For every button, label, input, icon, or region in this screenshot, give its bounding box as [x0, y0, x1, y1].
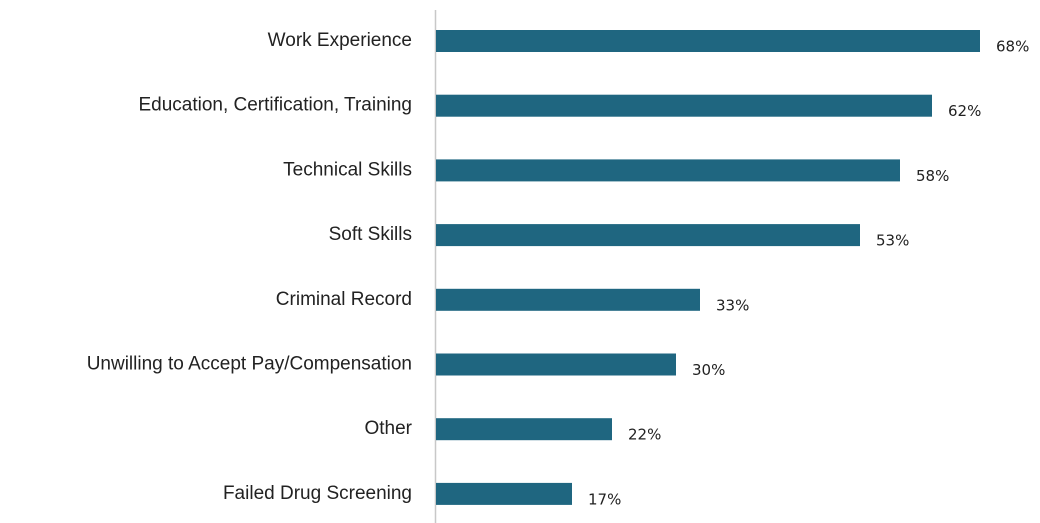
value-label: 62% [948, 102, 981, 120]
bar [436, 418, 612, 441]
category-label: Failed Drug Screening [223, 483, 412, 504]
category-label: Criminal Record [276, 289, 412, 310]
value-label: 30% [692, 361, 725, 379]
value-label: 33% [716, 296, 749, 314]
category-label: Technical Skills [283, 159, 412, 180]
bar [436, 482, 572, 505]
bar [436, 159, 900, 182]
category-label: Education, Certification, Training [138, 95, 412, 116]
bar [436, 224, 860, 247]
value-label: 22% [628, 426, 661, 444]
category-label: Other [364, 418, 412, 439]
category-label: Soft Skills [329, 224, 412, 245]
category-label: Work Experience [268, 30, 412, 51]
value-label: 17% [588, 490, 621, 508]
category-label: Unwilling to Accept Pay/Compensation [87, 354, 412, 375]
bar [436, 30, 980, 52]
value-label: 68% [996, 38, 1029, 56]
value-label: 58% [916, 167, 949, 185]
bar [436, 288, 700, 311]
bar [436, 94, 932, 117]
value-label: 53% [876, 232, 909, 250]
bar [436, 353, 676, 376]
